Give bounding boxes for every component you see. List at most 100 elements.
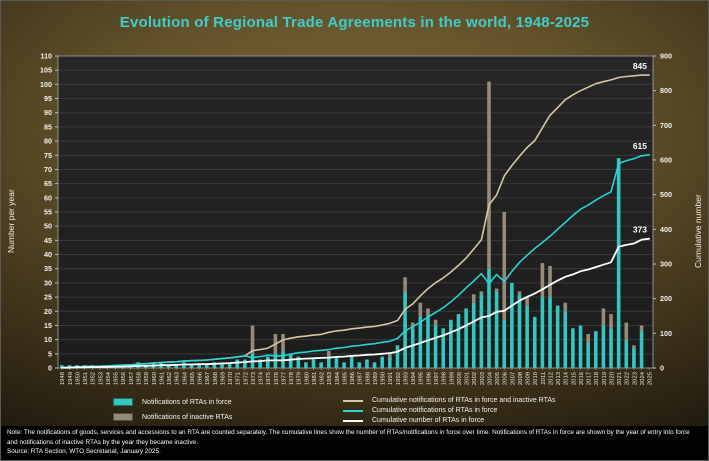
svg-text:2014: 2014 bbox=[564, 371, 570, 385]
svg-text:1986: 1986 bbox=[350, 371, 356, 385]
svg-text:35: 35 bbox=[44, 264, 52, 273]
svg-text:2004: 2004 bbox=[487, 371, 493, 385]
svg-text:1994: 1994 bbox=[411, 371, 417, 385]
svg-text:110: 110 bbox=[40, 52, 52, 61]
svg-text:60: 60 bbox=[44, 193, 52, 202]
svg-text:15: 15 bbox=[44, 321, 52, 330]
in-force-bar-swatch bbox=[113, 398, 133, 406]
svg-text:100: 100 bbox=[40, 80, 52, 89]
svg-text:1976: 1976 bbox=[274, 371, 280, 385]
svg-text:1962: 1962 bbox=[167, 372, 173, 385]
svg-text:40: 40 bbox=[44, 250, 52, 259]
svg-text:2005: 2005 bbox=[495, 371, 501, 385]
svg-text:200: 200 bbox=[660, 294, 672, 303]
svg-text:1952: 1952 bbox=[91, 372, 97, 385]
svg-text:1948: 1948 bbox=[60, 371, 66, 385]
svg-text:1969: 1969 bbox=[220, 372, 226, 385]
svg-text:90: 90 bbox=[44, 108, 52, 117]
svg-text:1988: 1988 bbox=[365, 371, 371, 385]
svg-text:2021: 2021 bbox=[617, 372, 623, 385]
legend-group-bars: Notifications of RTAs in force Notificat… bbox=[113, 398, 232, 421]
svg-text:2017: 2017 bbox=[587, 372, 593, 385]
svg-text:2012: 2012 bbox=[548, 372, 554, 385]
svg-text:1984: 1984 bbox=[335, 371, 341, 385]
svg-text:300: 300 bbox=[660, 260, 672, 269]
svg-text:1979: 1979 bbox=[297, 372, 303, 385]
legend-item: Notifications of inactive RTAs bbox=[113, 413, 232, 421]
svg-text:1977: 1977 bbox=[281, 372, 287, 385]
svg-text:5: 5 bbox=[48, 349, 52, 358]
svg-text:2025: 2025 bbox=[648, 371, 654, 385]
svg-text:1957: 1957 bbox=[129, 372, 135, 385]
svg-text:2016: 2016 bbox=[579, 371, 585, 385]
svg-text:1966: 1966 bbox=[198, 371, 204, 385]
svg-text:1953: 1953 bbox=[98, 371, 104, 385]
svg-text:1950: 1950 bbox=[75, 371, 81, 385]
svg-text:2009: 2009 bbox=[526, 372, 532, 385]
svg-text:75: 75 bbox=[44, 151, 52, 160]
svg-text:1992: 1992 bbox=[396, 372, 402, 385]
svg-text:1958: 1958 bbox=[136, 371, 142, 385]
svg-text:1990: 1990 bbox=[381, 371, 387, 385]
svg-text:30: 30 bbox=[44, 278, 52, 287]
svg-text:1998: 1998 bbox=[442, 371, 448, 385]
svg-text:1973: 1973 bbox=[251, 371, 257, 385]
legend-item: Cumulative number of RTAs in force bbox=[343, 417, 556, 424]
svg-text:2000: 2000 bbox=[457, 371, 463, 385]
cumulative-in-force-line-swatch bbox=[343, 409, 363, 412]
svg-text:800: 800 bbox=[660, 86, 672, 95]
footnote-strip: Note: The notifications of goods, servic… bbox=[1, 426, 708, 460]
svg-text:1961: 1961 bbox=[159, 372, 165, 385]
svg-text:1978: 1978 bbox=[289, 371, 295, 385]
legend-label: Notifications of RTAs in force bbox=[142, 398, 232, 406]
source-text: Source: RTA Section, WTO Secretariat, Ja… bbox=[7, 448, 161, 456]
legend-label: Cumulative notifications of RTAs in forc… bbox=[372, 397, 556, 404]
svg-text:1996: 1996 bbox=[426, 371, 432, 385]
svg-text:85: 85 bbox=[44, 122, 52, 131]
svg-text:1991: 1991 bbox=[388, 372, 394, 385]
svg-text:1971: 1971 bbox=[236, 372, 242, 385]
svg-text:50: 50 bbox=[44, 222, 52, 231]
svg-text:600: 600 bbox=[660, 156, 672, 165]
svg-text:1980: 1980 bbox=[304, 371, 310, 385]
svg-text:2022: 2022 bbox=[625, 372, 631, 385]
svg-text:1968: 1968 bbox=[213, 371, 219, 385]
svg-text:2008: 2008 bbox=[518, 371, 524, 385]
svg-text:2010: 2010 bbox=[533, 371, 539, 385]
svg-text:25: 25 bbox=[44, 293, 52, 302]
svg-text:700: 700 bbox=[660, 121, 672, 130]
svg-text:1954: 1954 bbox=[106, 371, 112, 385]
svg-text:1999: 1999 bbox=[449, 372, 455, 385]
svg-text:70: 70 bbox=[44, 165, 52, 174]
svg-text:2019: 2019 bbox=[602, 372, 608, 385]
svg-text:1993: 1993 bbox=[403, 371, 409, 385]
svg-text:2002: 2002 bbox=[472, 372, 478, 385]
legend-item: Cumulative notifications of RTAs in forc… bbox=[343, 397, 556, 404]
legend-label: Cumulative notifications of RTAs in forc… bbox=[372, 407, 498, 414]
svg-text:1964: 1964 bbox=[182, 371, 188, 385]
svg-text:1963: 1963 bbox=[175, 371, 181, 385]
svg-text:20: 20 bbox=[44, 307, 52, 316]
svg-text:2024: 2024 bbox=[640, 371, 646, 385]
svg-text:1956: 1956 bbox=[121, 371, 127, 385]
chart-title: Evolution of Regional Trade Agreements i… bbox=[119, 14, 590, 31]
svg-text:65: 65 bbox=[44, 179, 52, 188]
svg-text:105: 105 bbox=[40, 66, 52, 75]
legend-item: Notifications of RTAs in force bbox=[113, 398, 232, 406]
svg-text:400: 400 bbox=[660, 225, 672, 234]
svg-text:1983: 1983 bbox=[327, 371, 333, 385]
note-text: Note: The notifications of goods, servic… bbox=[7, 429, 690, 446]
svg-text:100: 100 bbox=[660, 329, 672, 338]
svg-text:500: 500 bbox=[660, 190, 672, 199]
svg-text:45: 45 bbox=[44, 236, 52, 245]
svg-text:1959: 1959 bbox=[144, 372, 150, 385]
rtas-in-force-line-swatch bbox=[343, 419, 363, 422]
svg-text:2011: 2011 bbox=[541, 372, 547, 385]
svg-text:1974: 1974 bbox=[259, 371, 265, 385]
svg-text:95: 95 bbox=[44, 94, 52, 103]
svg-text:845: 845 bbox=[633, 61, 647, 71]
svg-text:1987: 1987 bbox=[358, 372, 364, 385]
svg-text:2007: 2007 bbox=[510, 372, 516, 385]
